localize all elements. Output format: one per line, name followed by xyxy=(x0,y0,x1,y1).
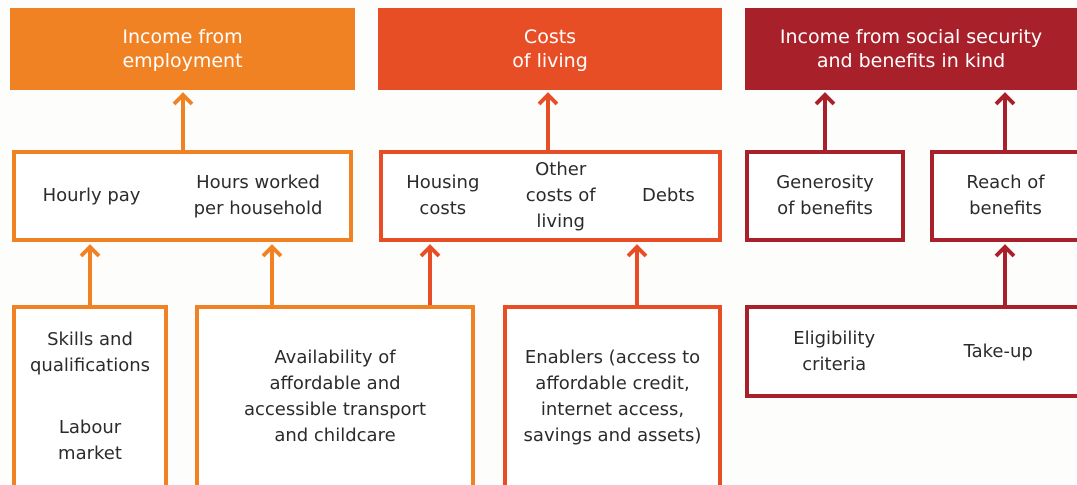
text-block: Take-up xyxy=(964,339,1033,365)
header-box: Income from employment xyxy=(10,8,355,90)
header-box: Income from social security and benefits … xyxy=(745,8,1077,90)
text-line: Income from xyxy=(122,26,243,48)
text-block: Housing costs xyxy=(406,170,479,222)
text-line: Labour xyxy=(58,417,122,438)
text-line: employment xyxy=(122,50,243,72)
header-box: Costs of living xyxy=(378,8,722,90)
text-line: Other xyxy=(535,159,587,180)
text-block: Skills and qualifications xyxy=(30,327,150,379)
box: Housing costs Other costs of living Debts xyxy=(379,150,722,242)
text-line: Costs xyxy=(523,26,577,48)
text-line: accessible transport xyxy=(243,399,427,420)
text-line: criteria xyxy=(802,353,867,375)
text-line: savings and assets) xyxy=(523,425,702,446)
text-line: affordable credit, xyxy=(535,373,690,394)
text-line: Hours worked xyxy=(196,172,320,193)
text-line: Reach of xyxy=(966,172,1045,193)
text-line: and benefits in kind xyxy=(816,50,1006,72)
arrow xyxy=(537,92,559,150)
box: Availability of affordable and accessible … xyxy=(195,305,475,485)
text-line: benefits xyxy=(969,198,1042,219)
box: Reach of benefits xyxy=(930,150,1077,242)
text-line: costs xyxy=(419,198,467,219)
text-line: Eligibility xyxy=(793,327,876,349)
arrow xyxy=(261,244,283,305)
box: Skills and qualifications Labour market xyxy=(12,305,168,485)
text-block: Labour market xyxy=(58,415,122,467)
text-block: Hourly pay xyxy=(43,183,141,209)
text-line: Hourly pay xyxy=(42,185,141,206)
text-line: Availability of xyxy=(274,347,396,368)
text-block: Hours worked per household xyxy=(194,170,323,222)
text-line: market xyxy=(58,443,122,464)
arrow xyxy=(419,244,441,305)
text-block: Income from social security and benefits … xyxy=(780,25,1042,73)
text-block: Income from employment xyxy=(122,25,242,73)
text-block: Eligibility criteria xyxy=(793,326,875,378)
text-block: Generosity of benefits xyxy=(776,170,874,222)
text-line: Skills and xyxy=(47,329,133,350)
text-line: Debts xyxy=(641,185,695,206)
text-line: Take-up xyxy=(963,340,1033,362)
text-block: Costs of living xyxy=(512,25,588,73)
text-block: Availability of affordable and accessible … xyxy=(244,345,426,449)
text-line: Generosity xyxy=(776,172,874,193)
text-block: Enablers (access to affordable credit, int… xyxy=(524,345,702,449)
text-line: Income from social security xyxy=(779,26,1043,48)
arrow xyxy=(994,244,1016,305)
arrow xyxy=(994,92,1016,150)
text-line: internet access, xyxy=(540,399,685,420)
text-block: Reach of benefits xyxy=(966,170,1044,222)
arrow xyxy=(626,244,648,305)
box: Eligibility criteria Take-up xyxy=(745,305,1077,398)
arrow xyxy=(814,92,836,150)
text-block: Debts xyxy=(642,183,695,209)
text-line: affordable and xyxy=(269,373,401,394)
box: Hourly pay Hours worked per household xyxy=(12,150,353,242)
text-line: per household xyxy=(193,198,323,219)
text-block: Other costs of living xyxy=(526,157,596,235)
text-line: Enablers (access to xyxy=(524,347,701,368)
arrow xyxy=(79,244,101,305)
text-line: qualifications xyxy=(30,355,150,376)
box: Generosity of benefits xyxy=(745,150,905,242)
text-line: living xyxy=(536,211,585,232)
text-line: of benefits xyxy=(777,198,873,219)
box: Enablers (access to affordable credit, int… xyxy=(503,305,722,485)
text-line: and childcare xyxy=(274,425,396,446)
text-line: Housing xyxy=(406,172,480,193)
text-line: costs of xyxy=(525,185,596,206)
text-line: of living xyxy=(512,50,588,72)
arrow xyxy=(172,92,194,150)
